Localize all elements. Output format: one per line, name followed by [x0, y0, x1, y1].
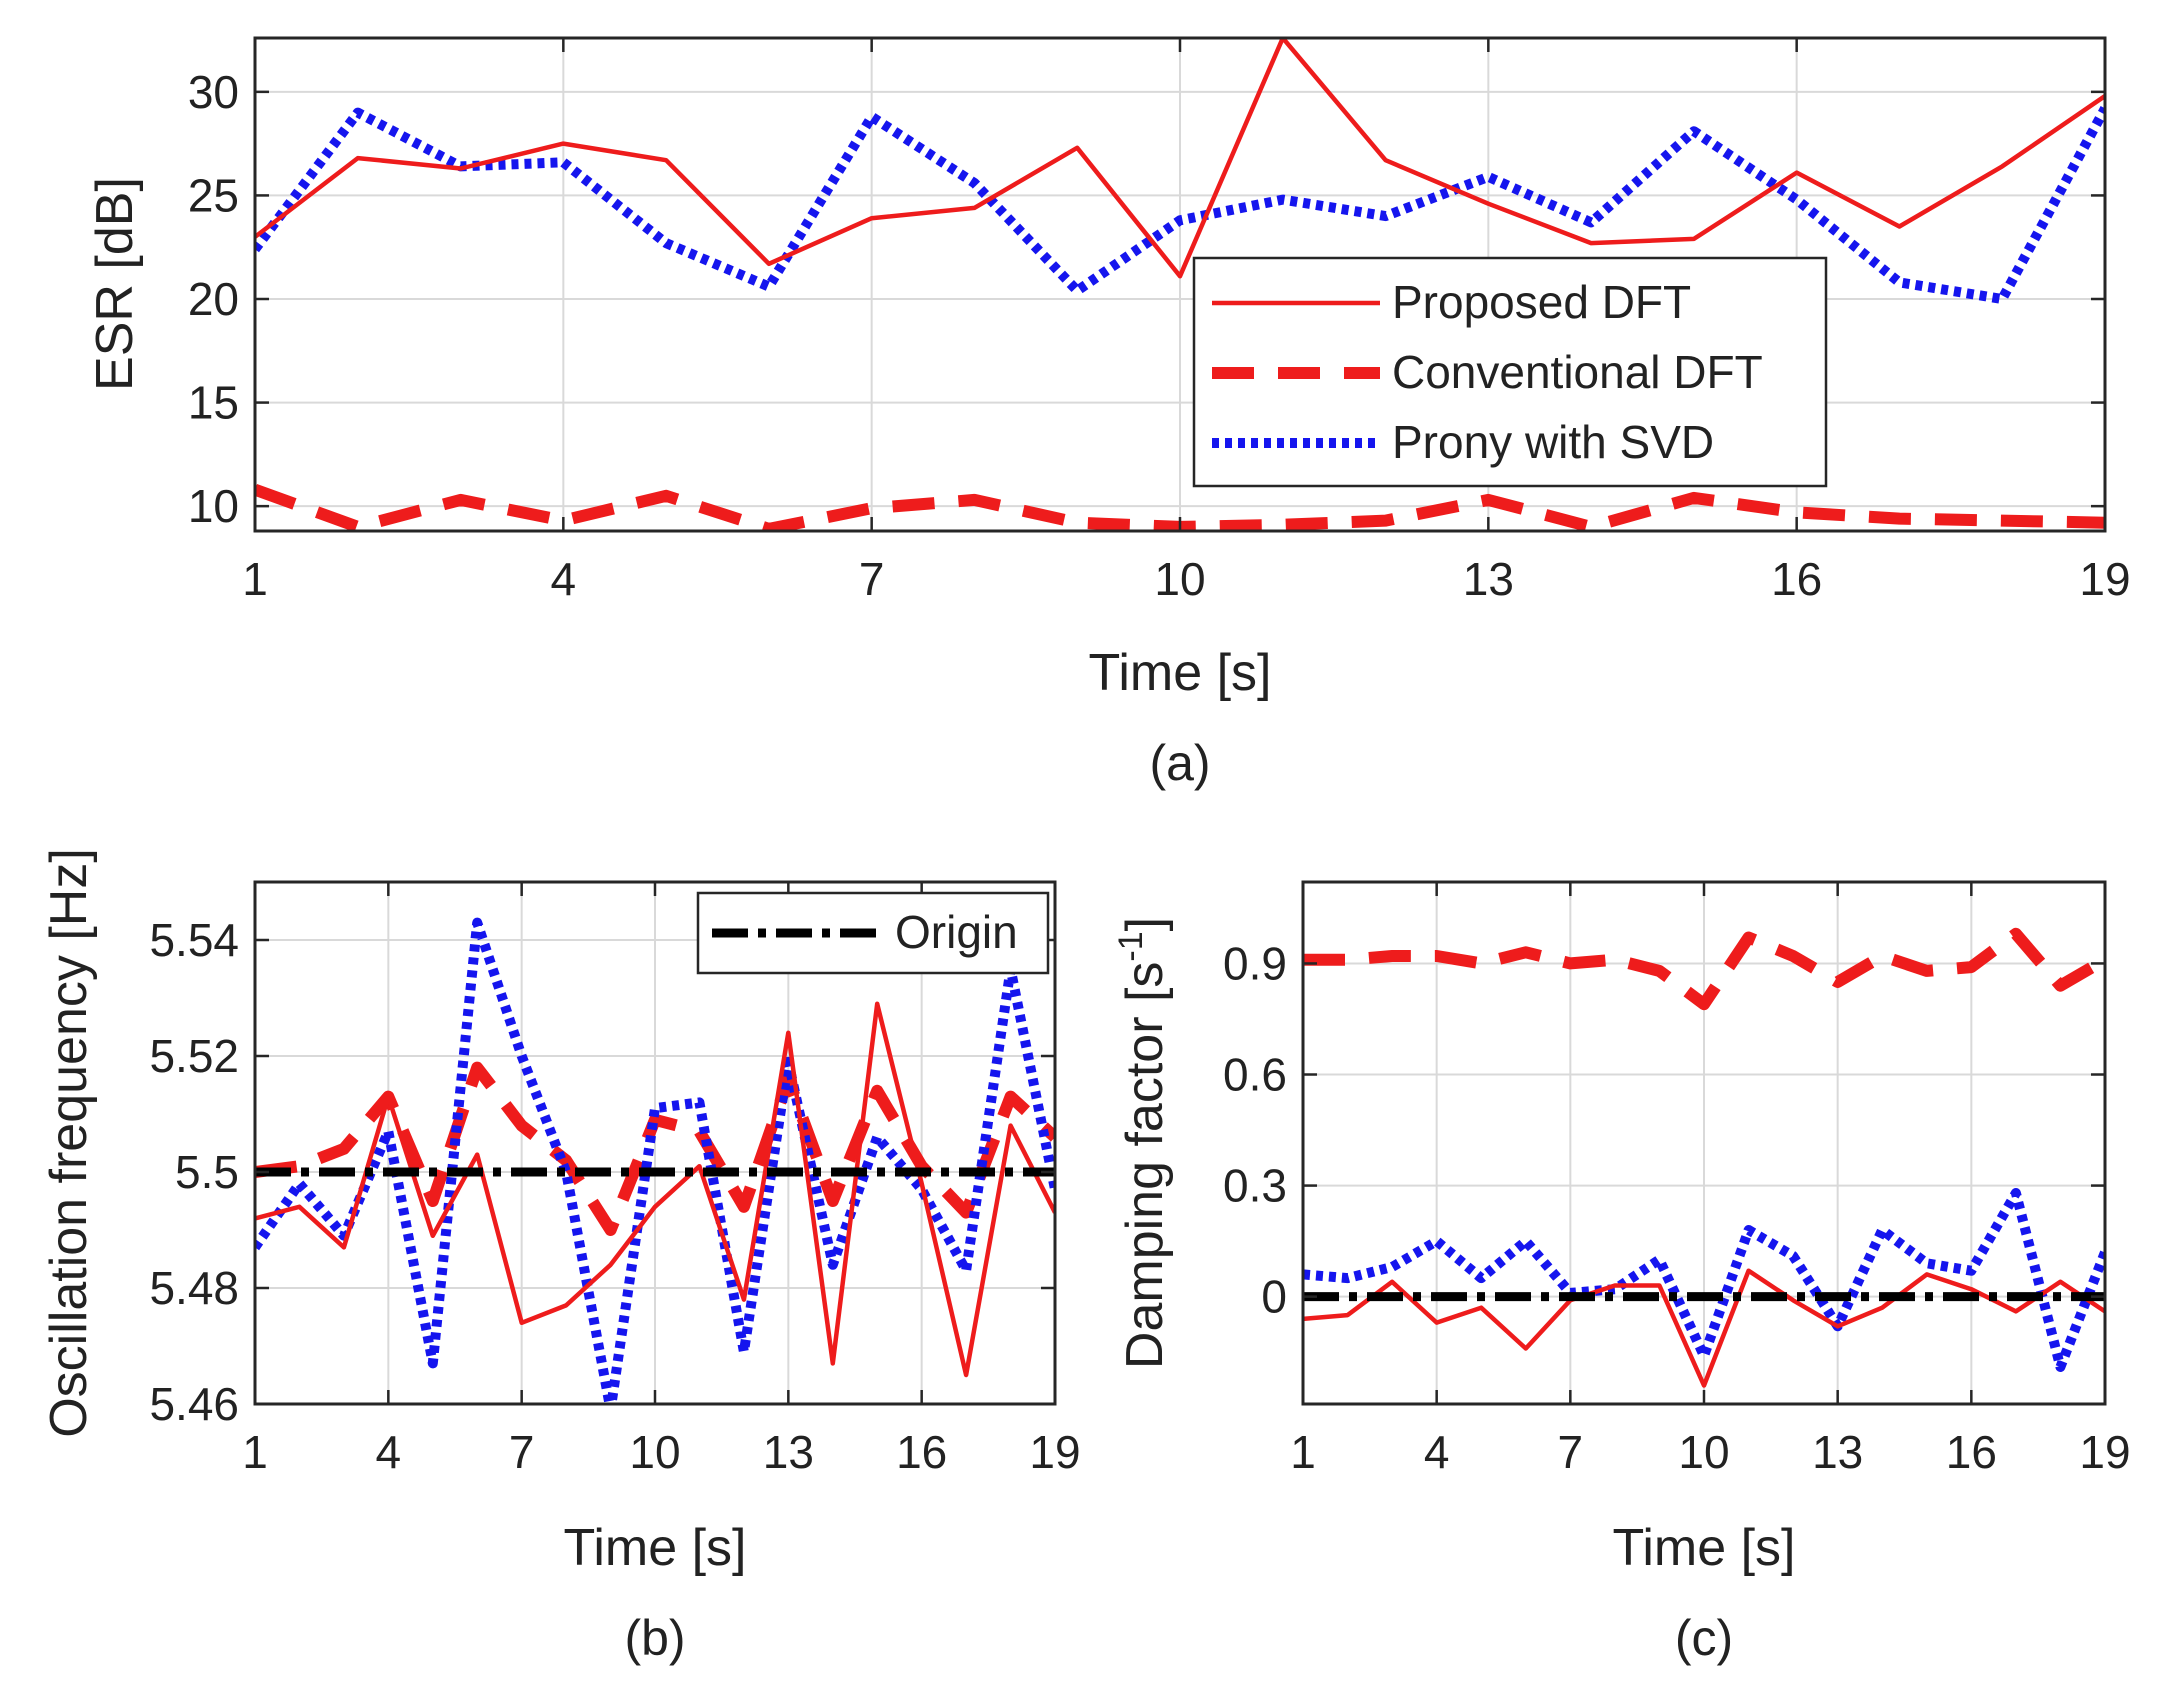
series-line-dotted [255, 106, 2105, 304]
y-tick-label: 10 [188, 480, 239, 532]
ticks-c: 1 4 7 10 13 16 19 0 0.3 0.6 0.9 [1223, 882, 2131, 1478]
x-tick-label: 4 [1424, 1426, 1450, 1478]
y-tick-label: 5.48 [149, 1262, 239, 1314]
legend-label-conventional: Conventional DFT [1392, 346, 1763, 398]
y-tick-label: 0.9 [1223, 937, 1287, 989]
x-tick-label: 10 [1678, 1426, 1729, 1478]
legend-label-proposed: Proposed DFT [1392, 276, 1691, 328]
grid-a [254, 38, 2106, 531]
x-tick-label: 16 [1946, 1426, 1997, 1478]
y-axis-label-b: Oscillation frequency [Hz] [40, 848, 98, 1438]
y-axis-label-c-end: ] [1116, 917, 1174, 931]
x-tick-label: 10 [1154, 553, 1205, 605]
y-axis-label-c: Damping factor [s-1] [1112, 917, 1174, 1369]
y-tick-label: 0 [1261, 1271, 1287, 1323]
series-line-solid [1303, 1268, 2105, 1388]
legend-label-prony: Prony with SVD [1392, 416, 1714, 468]
x-tick-label: 19 [1029, 1426, 1080, 1478]
chart-panel-b: 1 4 7 10 13 16 19 5.46 5.48 5.5 5.52 5.54 Oscillati… [40, 848, 1081, 1666]
y-axis-label-a: ESR [dB] [86, 177, 144, 391]
y-tick-label: 30 [188, 66, 239, 118]
x-tick-label: 1 [242, 553, 268, 605]
x-tick-label: 10 [629, 1426, 680, 1478]
series-line-solid [255, 1001, 1055, 1378]
chart-panel-c: 1 4 7 10 13 16 19 0 0.3 0.6 0.9 Damping factor [s-… [1112, 880, 2131, 1666]
x-tick-label: 4 [551, 553, 577, 605]
series-line-dotted [1303, 1188, 2105, 1372]
y-axis-label-c-main: Damping factor [s [1116, 962, 1174, 1370]
ticks-a: 1 4 7 10 13 16 19 10 15 20 25 30 [188, 38, 2131, 605]
x-tick-label: 16 [1771, 553, 1822, 605]
x-tick-label: 13 [763, 1426, 814, 1478]
x-axis-label-a: Time [s] [1089, 644, 1272, 702]
x-tick-label: 1 [242, 1426, 268, 1478]
x-axis-label-b: Time [s] [564, 1519, 747, 1577]
y-tick-label: 5.54 [149, 914, 239, 966]
subtitle-b: (b) [624, 1610, 685, 1666]
series-clip-c [1303, 927, 2105, 1388]
y-tick-label: 5.52 [149, 1030, 239, 1082]
x-tick-label: 16 [896, 1426, 947, 1478]
series-line-solid [255, 38, 2105, 279]
x-axis-label-c: Time [s] [1613, 1519, 1796, 1577]
x-tick-label: 1 [1290, 1426, 1316, 1478]
y-tick-label: 0.3 [1223, 1160, 1287, 1212]
x-tick-label: 19 [2079, 1426, 2130, 1478]
series-group-b [255, 917, 1055, 1404]
legend-b: Origin [696, 891, 1050, 975]
y-tick-label: 25 [188, 169, 239, 221]
x-tick-label: 13 [1463, 553, 1514, 605]
subtitle-c: (c) [1675, 1610, 1733, 1666]
y-axis-label-c-sup: -1 [1112, 931, 1150, 961]
y-tick-label: 20 [188, 273, 239, 325]
legend-a: Proposed DFT Conventional DFT Prony with… [1192, 256, 1828, 488]
x-tick-label: 7 [509, 1426, 535, 1478]
ticks-b: 1 4 7 10 13 16 19 5.46 5.48 5.5 5.52 5.54 [149, 882, 1081, 1478]
x-tick-label: 4 [376, 1426, 402, 1478]
legend-label-origin: Origin [895, 906, 1018, 958]
series-group-c [1303, 927, 2105, 1388]
series-clip-b [255, 917, 1055, 1404]
x-tick-label: 7 [1558, 1426, 1584, 1478]
y-tick-label: 5.5 [175, 1146, 239, 1198]
y-tick-label: 15 [188, 377, 239, 429]
x-tick-label: 7 [859, 553, 885, 605]
y-tick-label: 0.6 [1223, 1049, 1287, 1101]
series-line-dashed [1303, 927, 2105, 1011]
subtitle-a: (a) [1149, 735, 1210, 791]
y-tick-label: 5.46 [149, 1378, 239, 1430]
x-tick-label: 19 [2079, 553, 2130, 605]
x-tick-label: 13 [1812, 1426, 1863, 1478]
